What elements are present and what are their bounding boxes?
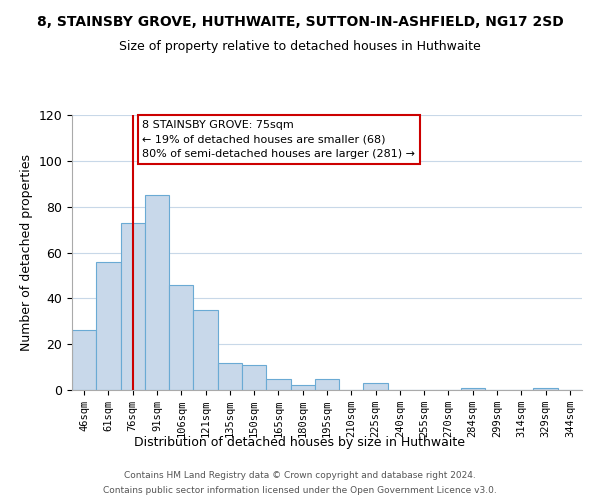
Bar [96,262,121,390]
Bar [72,330,96,390]
Bar [533,388,558,390]
Text: 8, STAINSBY GROVE, HUTHWAITE, SUTTON-IN-ASHFIELD, NG17 2SD: 8, STAINSBY GROVE, HUTHWAITE, SUTTON-IN-… [37,15,563,29]
Bar [218,362,242,390]
Bar [121,222,145,390]
Text: 8 STAINSBY GROVE: 75sqm
← 19% of detached houses are smaller (68)
80% of semi-de: 8 STAINSBY GROVE: 75sqm ← 19% of detache… [142,120,415,159]
Y-axis label: Number of detached properties: Number of detached properties [20,154,33,351]
Text: Contains public sector information licensed under the Open Government Licence v3: Contains public sector information licen… [103,486,497,495]
Text: Contains HM Land Registry data © Crown copyright and database right 2024.: Contains HM Land Registry data © Crown c… [124,471,476,480]
Bar [242,365,266,390]
Bar [461,388,485,390]
Bar [193,310,218,390]
Bar [169,284,193,390]
Bar [364,383,388,390]
Bar [315,378,339,390]
Text: Distribution of detached houses by size in Huthwaite: Distribution of detached houses by size … [134,436,466,449]
Bar [145,195,169,390]
Text: Size of property relative to detached houses in Huthwaite: Size of property relative to detached ho… [119,40,481,53]
Bar [266,378,290,390]
Bar [290,386,315,390]
